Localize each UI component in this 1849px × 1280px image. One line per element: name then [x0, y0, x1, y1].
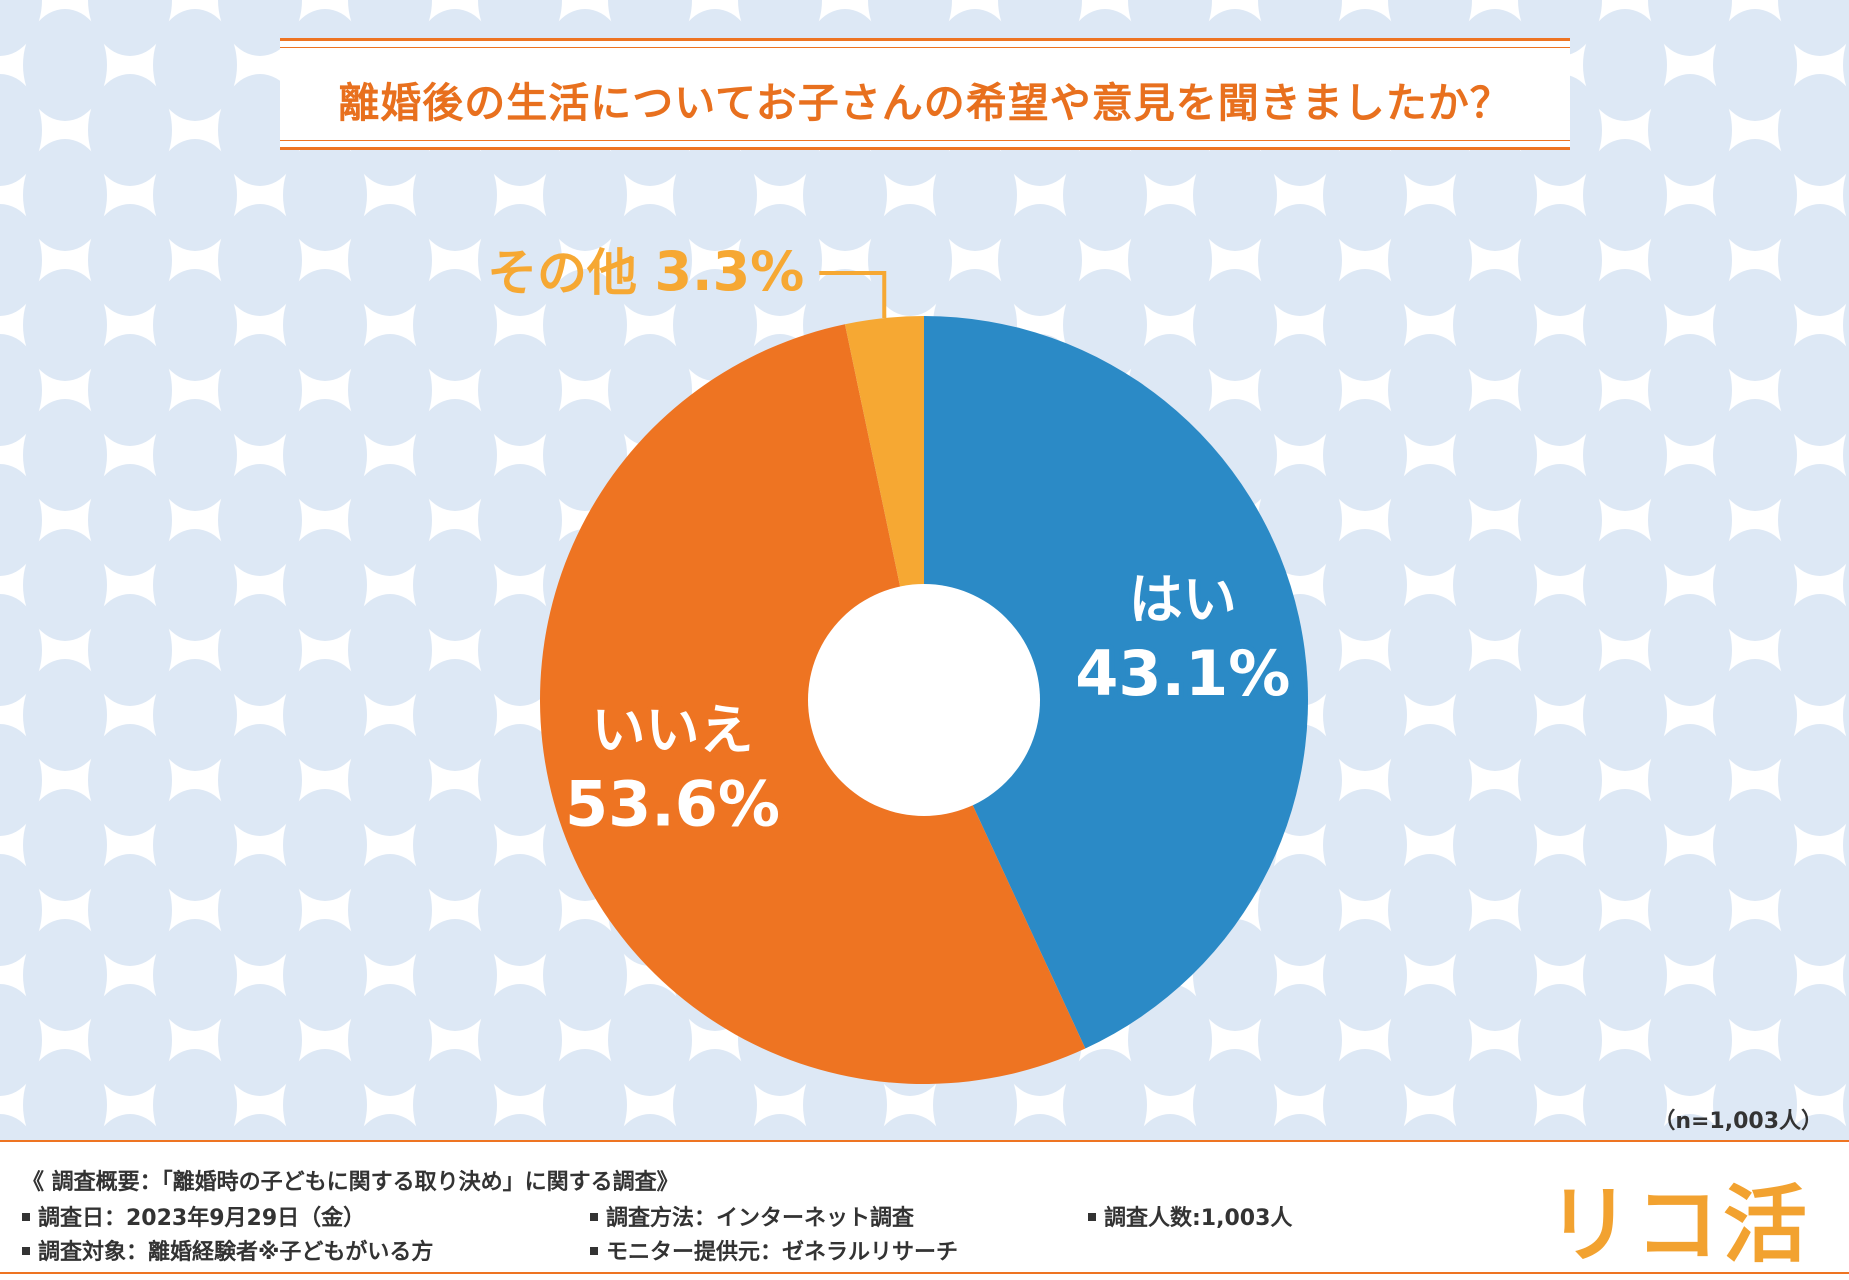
- slice-label-value: 3.3%: [654, 240, 804, 303]
- survey-method: 調査方法：インターネット調査: [590, 1200, 914, 1232]
- bullet-icon: [590, 1247, 598, 1255]
- survey-count: 調査人数:1,003人: [1088, 1200, 1292, 1232]
- survey-footer: 《 調査概要：「離婚時の子どもに関する取り決め」に関する調査》 調査日：2023…: [0, 1140, 1849, 1280]
- slice-label-value: 53.6%: [565, 767, 780, 840]
- survey-provider: モニター提供元：ゼネラルリサーチ: [590, 1234, 958, 1266]
- survey-method-text: 調査方法：インターネット調査: [606, 1206, 915, 1231]
- survey-provider-text: モニター提供元：ゼネラルリサーチ: [606, 1240, 959, 1265]
- leader-line: [819, 271, 887, 319]
- bullet-icon: [590, 1213, 598, 1221]
- survey-date: 調査日：2023年9月29日（金）: [22, 1200, 365, 1232]
- brand-logo: リコ活: [1546, 1176, 1811, 1274]
- survey-summary: 《 調査概要：「離婚時の子どもに関する取り決め」に関する調査》: [22, 1170, 679, 1195]
- slice-label-category: その他: [487, 244, 654, 302]
- survey-date-text: 調査日：2023年9月29日（金）: [38, 1206, 366, 1231]
- slice-label-category: いいえ: [591, 698, 753, 761]
- chart-title: 離婚後の生活についてお子さんの希望や意見を聞きましたか？: [338, 79, 1512, 127]
- title-banner: 離婚後の生活についてお子さんの希望や意見を聞きましたか？: [280, 38, 1570, 150]
- survey-count-text: 調査人数:1,003人: [1104, 1206, 1293, 1231]
- bullet-icon: [22, 1247, 30, 1255]
- slice-label-value: 43.1%: [1075, 637, 1290, 710]
- pie-slice-0: [924, 316, 1308, 1049]
- bullet-icon: [22, 1213, 30, 1221]
- survey-target: 調査対象：離婚経験者※子どもがいる方: [22, 1234, 433, 1266]
- survey-target-text: 調査対象：離婚経験者※子どもがいる方: [38, 1240, 434, 1265]
- sample-size-label: （n=1,003人）: [1653, 1109, 1823, 1134]
- footer-divider: [0, 1272, 1849, 1274]
- slice-label-other: その他 3.3%: [487, 240, 804, 303]
- bullet-icon: [1088, 1213, 1096, 1221]
- donut-hole: [808, 584, 1040, 816]
- slice-label-category: はい: [1129, 568, 1237, 631]
